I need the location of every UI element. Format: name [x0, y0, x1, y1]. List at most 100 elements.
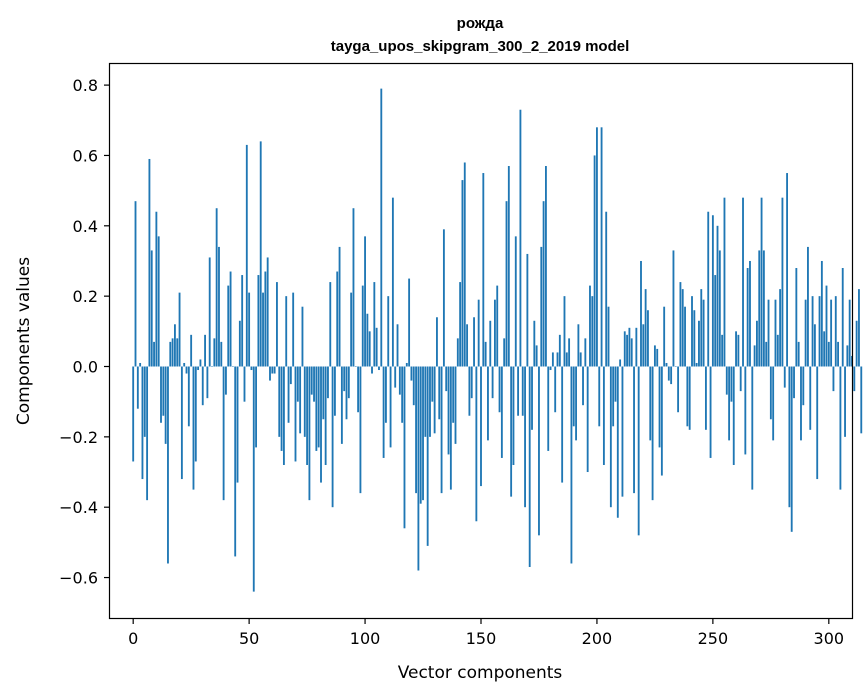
bar — [744, 366, 747, 455]
bar — [684, 306, 686, 367]
bar — [653, 345, 656, 367]
bar — [582, 366, 584, 406]
bar — [721, 334, 724, 367]
bar — [438, 366, 441, 420]
bar — [452, 366, 455, 423]
bar — [199, 359, 202, 367]
bar — [218, 246, 220, 367]
bar — [760, 197, 763, 367]
bar — [521, 366, 524, 416]
bar — [825, 285, 828, 367]
bar — [730, 366, 733, 402]
bar — [637, 366, 640, 536]
bar — [442, 229, 445, 367]
bar — [139, 362, 142, 367]
bar — [257, 275, 260, 367]
bar — [405, 362, 408, 367]
bar — [280, 366, 283, 451]
bar — [389, 366, 392, 448]
bar — [728, 366, 731, 441]
bar — [162, 366, 165, 416]
bar — [547, 366, 550, 451]
bar — [551, 352, 554, 367]
y-tick-label: 0.2 — [73, 287, 98, 306]
bar — [466, 324, 469, 367]
bar — [387, 296, 390, 367]
bar — [426, 366, 429, 546]
bar — [584, 338, 587, 367]
bar — [793, 366, 795, 399]
bar — [772, 366, 775, 441]
bar — [317, 366, 320, 448]
bar — [558, 334, 561, 367]
bar — [841, 268, 844, 367]
bar — [245, 144, 248, 367]
bar — [213, 338, 216, 367]
bar — [670, 366, 673, 385]
bar — [484, 341, 487, 367]
bar — [600, 127, 603, 367]
bar — [827, 341, 830, 367]
bar — [524, 366, 526, 508]
bar — [493, 299, 496, 367]
bar — [180, 366, 183, 480]
bar — [431, 366, 434, 402]
bar — [174, 324, 176, 367]
bar — [487, 366, 489, 441]
bar — [570, 366, 573, 564]
bar — [510, 366, 513, 497]
bar — [338, 246, 341, 367]
bar — [704, 366, 707, 430]
bar — [143, 366, 146, 437]
bar — [380, 88, 383, 367]
bar — [860, 366, 863, 434]
bar — [313, 366, 315, 402]
bar — [157, 236, 160, 367]
bar — [732, 366, 735, 465]
bar — [327, 366, 329, 399]
bar — [357, 366, 360, 413]
bar — [626, 334, 628, 367]
bar — [568, 338, 571, 367]
bar — [412, 366, 415, 406]
bar — [398, 366, 401, 395]
bar — [783, 366, 786, 388]
bar — [153, 341, 155, 367]
bar — [331, 366, 334, 508]
bar — [378, 366, 380, 371]
bar — [813, 324, 816, 367]
bar — [345, 366, 348, 420]
bar — [468, 366, 471, 416]
bar — [394, 366, 397, 388]
bar — [700, 289, 703, 367]
bar — [169, 341, 172, 367]
bar — [800, 366, 802, 441]
bar — [640, 260, 642, 367]
bar — [572, 366, 575, 427]
bar — [767, 299, 770, 367]
bar — [577, 324, 580, 367]
bar — [329, 282, 332, 367]
bar — [220, 341, 223, 367]
bar — [531, 366, 533, 430]
bar — [422, 366, 424, 501]
bar — [848, 299, 851, 367]
bar — [688, 366, 691, 430]
bar — [415, 366, 417, 494]
bar — [190, 334, 193, 367]
bar — [707, 211, 710, 367]
bar — [408, 278, 411, 367]
bar — [804, 299, 807, 367]
bar — [742, 197, 744, 367]
bar — [714, 275, 717, 367]
bar — [208, 257, 211, 367]
bar — [788, 366, 791, 508]
bar — [373, 282, 376, 367]
bar — [735, 331, 737, 367]
bar — [528, 366, 531, 567]
bar — [375, 327, 378, 367]
bar — [424, 366, 427, 437]
bar — [150, 250, 153, 367]
bar — [282, 366, 285, 465]
bar — [155, 211, 158, 367]
